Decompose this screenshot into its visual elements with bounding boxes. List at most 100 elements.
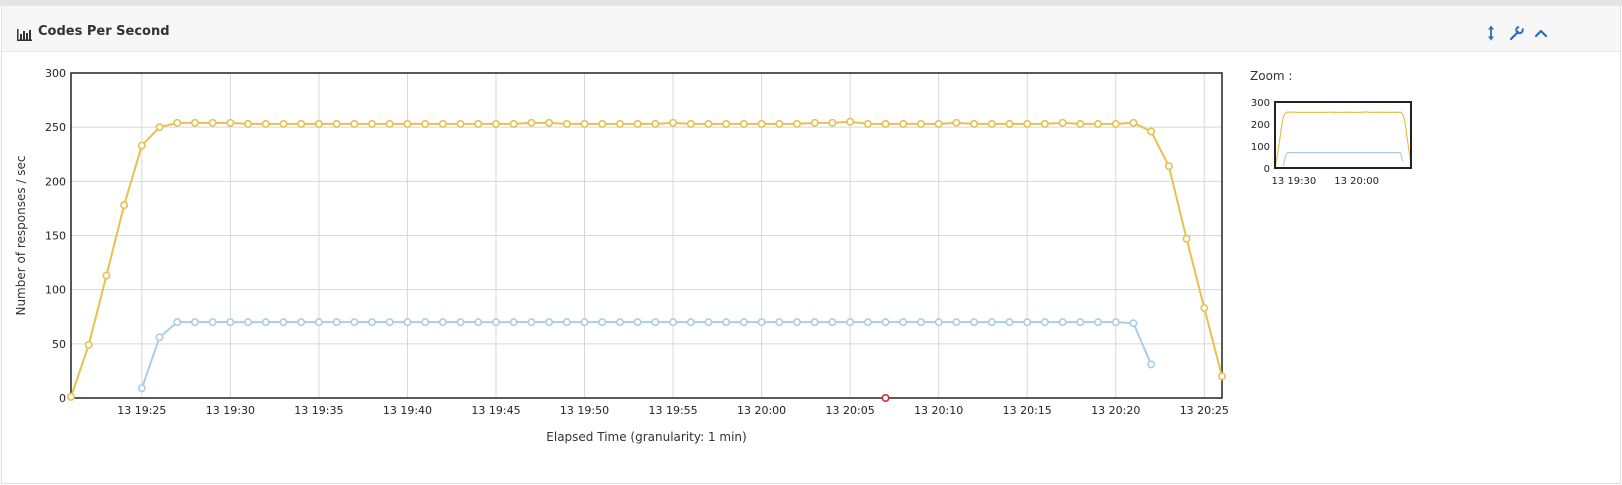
x-tick-label: 13 19:30	[206, 404, 255, 417]
x-tick-label: 13 20:20	[1091, 404, 1140, 417]
data-point	[757, 318, 766, 327]
data-point	[580, 318, 589, 327]
zoom-y-tick-label: 200	[1251, 120, 1270, 131]
data-point	[846, 318, 855, 327]
zoom-frame	[1274, 101, 1412, 169]
codes-per-second-chart[interactable]: 0 50 100 150 200 250 300 13 19:25 13 19:30 13 19:…	[0, 0, 1240, 460]
data-point	[1111, 318, 1120, 327]
expand-vertical-icon[interactable]	[1482, 24, 1500, 42]
data-point	[987, 318, 996, 327]
data-point	[562, 318, 571, 327]
data-point	[1129, 118, 1138, 127]
data-point	[1164, 162, 1173, 171]
data-point	[527, 118, 536, 127]
data-point	[385, 318, 394, 327]
zoom-x-tick-label: 13 19:30	[1271, 176, 1316, 187]
data-point	[916, 119, 925, 128]
data-point	[332, 318, 341, 327]
x-tick-label: 13 20:05	[826, 404, 875, 417]
data-point	[297, 119, 306, 128]
data-point	[102, 271, 111, 280]
x-tick-label: 13 19:35	[294, 404, 343, 417]
zoom-overview-chart[interactable]: 0 100 200 300 13 19:30 13 20:00	[0, 0, 1622, 200]
data-point	[545, 318, 554, 327]
data-point	[722, 318, 731, 327]
y-axis-title: Number of responses / sec	[14, 155, 28, 315]
bar-chart-icon	[17, 26, 33, 41]
data-point	[1058, 318, 1067, 327]
data-point	[970, 119, 979, 128]
data-point	[368, 119, 377, 128]
data-point	[916, 318, 925, 327]
data-point	[846, 117, 855, 126]
data-point	[633, 318, 642, 327]
data-point	[934, 318, 943, 327]
data-point	[261, 318, 270, 327]
data-point	[1094, 119, 1103, 128]
data-point	[722, 119, 731, 128]
data-point	[1040, 318, 1049, 327]
data-point	[793, 318, 802, 327]
data-point	[1129, 319, 1138, 328]
data-point	[598, 119, 607, 128]
panel-header: Codes Per Second	[2, 6, 1620, 52]
data-point	[350, 318, 359, 327]
data-point	[881, 318, 890, 327]
data-point	[385, 119, 394, 128]
y-tick-label: 200	[45, 175, 66, 188]
y-tick-label: 100	[45, 284, 66, 297]
wrench-icon[interactable]	[1507, 24, 1525, 42]
data-point	[739, 318, 748, 327]
zoom-series-line-1	[1282, 152, 1404, 167]
data-point	[828, 318, 837, 327]
data-point	[208, 118, 217, 127]
data-point	[881, 393, 890, 402]
data-point	[1023, 119, 1032, 128]
data-point	[226, 318, 235, 327]
data-point	[1023, 318, 1032, 327]
data-point	[403, 119, 412, 128]
data-point	[173, 118, 182, 127]
chart-panel: Codes Per Second	[1, 6, 1621, 484]
x-tick-label: 13 19:25	[117, 404, 166, 417]
plot-frame	[70, 72, 1223, 399]
data-point	[67, 392, 76, 401]
series-line-1	[140, 321, 1153, 389]
data-point	[987, 119, 996, 128]
zoom-label: Zoom :	[1250, 69, 1293, 83]
data-point	[190, 118, 199, 127]
data-point	[704, 318, 713, 327]
data-point	[456, 318, 465, 327]
data-point	[279, 318, 288, 327]
data-point	[456, 119, 465, 128]
data-point	[899, 318, 908, 327]
y-tick-label: 250	[45, 121, 66, 134]
x-tick-label: 13 19:40	[383, 404, 432, 417]
data-point	[1076, 318, 1085, 327]
data-point	[952, 118, 961, 127]
data-point	[775, 119, 784, 128]
data-point	[421, 119, 430, 128]
data-point	[863, 318, 872, 327]
data-point	[120, 201, 129, 210]
y-tick-label: 300	[45, 67, 66, 80]
data-point	[810, 318, 819, 327]
data-point	[1111, 119, 1120, 128]
data-point	[757, 119, 766, 128]
data-point	[1076, 119, 1085, 128]
data-point	[580, 119, 589, 128]
data-point	[669, 318, 678, 327]
data-point	[173, 318, 182, 327]
data-point	[137, 384, 146, 393]
data-point	[793, 119, 802, 128]
data-point	[474, 119, 483, 128]
x-tick-label: 13 20:15	[1003, 404, 1052, 417]
y-tick-label: 50	[52, 338, 66, 351]
chevron-up-icon[interactable]	[1532, 24, 1550, 42]
data-point	[244, 119, 253, 128]
data-point	[421, 318, 430, 327]
data-point	[1040, 119, 1049, 128]
data-point	[137, 141, 146, 150]
data-point	[669, 118, 678, 127]
data-point	[775, 318, 784, 327]
